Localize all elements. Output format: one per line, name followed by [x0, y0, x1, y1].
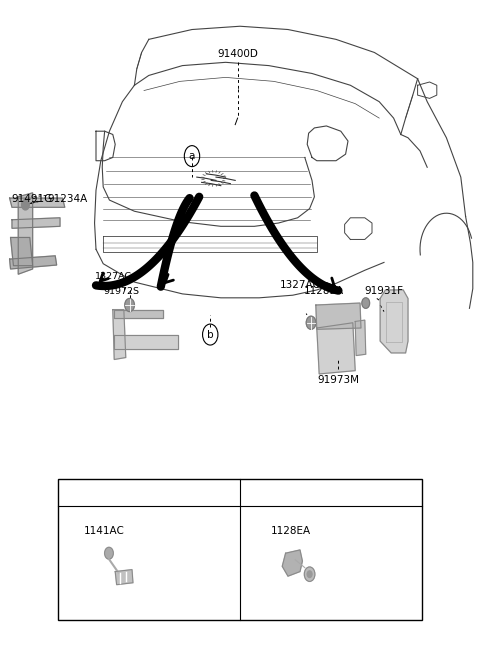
Polygon shape	[317, 323, 355, 374]
Polygon shape	[114, 310, 163, 318]
Text: 1327AC: 1327AC	[95, 272, 132, 281]
Circle shape	[306, 316, 316, 329]
Circle shape	[125, 298, 134, 312]
Polygon shape	[115, 569, 133, 584]
Circle shape	[307, 571, 312, 577]
Polygon shape	[316, 303, 361, 329]
Circle shape	[22, 199, 29, 210]
Text: b: b	[249, 487, 255, 498]
Text: 1327AC: 1327AC	[279, 280, 320, 290]
Text: 91931F: 91931F	[365, 286, 404, 296]
Polygon shape	[12, 218, 60, 228]
Circle shape	[105, 547, 113, 559]
Polygon shape	[11, 237, 33, 266]
Text: 91234A: 91234A	[47, 194, 87, 205]
Polygon shape	[10, 198, 65, 207]
Text: 91973M: 91973M	[318, 375, 360, 385]
Text: a: a	[189, 151, 195, 161]
Text: b: b	[207, 329, 214, 340]
Polygon shape	[113, 310, 126, 359]
Polygon shape	[114, 335, 178, 349]
Circle shape	[362, 298, 370, 308]
Text: 91972S: 91972S	[103, 287, 139, 297]
Polygon shape	[10, 256, 57, 269]
Circle shape	[304, 567, 315, 581]
Polygon shape	[355, 320, 366, 356]
Bar	[58, 479, 422, 620]
Polygon shape	[18, 193, 33, 274]
Polygon shape	[282, 550, 302, 576]
Text: 1141AC: 1141AC	[84, 526, 125, 536]
Text: 1128EA: 1128EA	[271, 526, 312, 536]
Text: a: a	[66, 487, 73, 498]
Polygon shape	[380, 290, 408, 353]
Text: 91491G: 91491G	[12, 194, 53, 205]
Text: 1128EA: 1128EA	[304, 286, 344, 296]
Text: 91400D: 91400D	[217, 49, 258, 59]
